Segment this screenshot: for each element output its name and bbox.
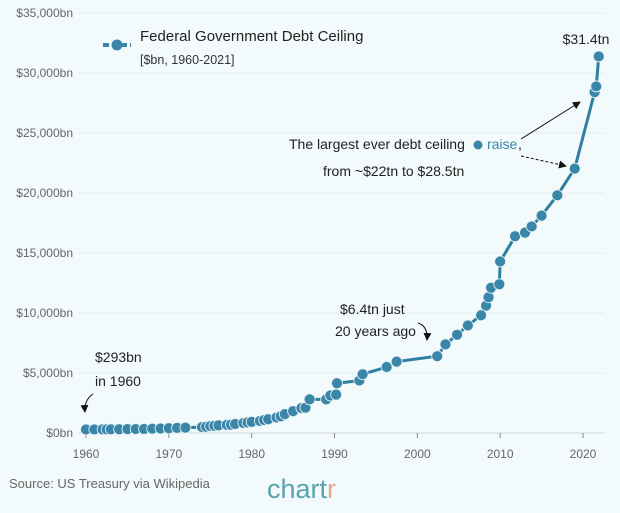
start-annotation-line2: in 1960 bbox=[95, 373, 141, 389]
data-point bbox=[303, 393, 316, 406]
x-tick-label: 1960 bbox=[73, 447, 100, 461]
legend: Federal Government Debt Ceiling [$bn, 19… bbox=[103, 28, 363, 67]
raise-arrow-solid-icon bbox=[520, 101, 581, 140]
x-tick-label: 2010 bbox=[487, 447, 514, 461]
x-tick-label: 1980 bbox=[238, 447, 265, 461]
data-point bbox=[431, 350, 444, 363]
series-points bbox=[80, 50, 605, 436]
data-point bbox=[509, 230, 521, 243]
y-tick-label: $25,000bn bbox=[16, 126, 73, 140]
data-point bbox=[551, 189, 564, 202]
chart-title: Federal Government Debt Ceiling bbox=[140, 28, 363, 45]
data-point bbox=[592, 50, 605, 63]
data-point bbox=[568, 162, 581, 175]
y-tick-label: $5,000bn bbox=[23, 366, 73, 380]
data-point bbox=[380, 361, 393, 373]
raise-comma: , bbox=[518, 136, 522, 152]
y-tick-label: $0bn bbox=[46, 426, 73, 440]
data-point bbox=[475, 309, 488, 322]
data-point bbox=[590, 80, 603, 93]
series-line bbox=[85, 56, 601, 431]
data-point bbox=[439, 338, 452, 351]
y-tick-label: $30,000bn bbox=[16, 66, 73, 80]
data-point bbox=[356, 368, 369, 381]
y-tick-label: $20,000bn bbox=[16, 186, 73, 200]
data-point bbox=[451, 328, 463, 341]
y-tick-label: $35,000bn bbox=[16, 6, 73, 20]
end-value-label: $31.4tn bbox=[563, 31, 610, 47]
data-point bbox=[331, 377, 343, 390]
x-tick-label: 2000 bbox=[404, 447, 431, 461]
gridlines bbox=[78, 12, 605, 434]
y-tick-label: $15,000bn bbox=[16, 246, 73, 260]
raise-dot-icon bbox=[473, 140, 483, 150]
data-point bbox=[493, 278, 506, 291]
chartr-logo: chartr bbox=[267, 474, 336, 504]
data-point bbox=[179, 421, 192, 434]
raise-arrow-dashed-icon bbox=[520, 155, 567, 169]
x-tick-label: 1990 bbox=[321, 447, 348, 461]
data-point bbox=[461, 319, 474, 332]
x-tick-label: 1970 bbox=[155, 447, 182, 461]
mid-annotation-line2: 20 years ago bbox=[335, 323, 416, 339]
data-point bbox=[525, 220, 538, 233]
raise-word: raise bbox=[487, 136, 518, 152]
x-tick-label: 2020 bbox=[570, 447, 597, 461]
data-point bbox=[390, 355, 403, 368]
source-note: Source: US Treasury via Wikipedia bbox=[9, 476, 211, 491]
start-annotation-line1: $293bn bbox=[95, 349, 142, 365]
raise-annotation-line1: The largest ever debt ceiling bbox=[289, 136, 465, 152]
y-axis: $0bn $5,000bn $10,000bn $15,000bn $20,000bn $… bbox=[16, 6, 73, 440]
data-point bbox=[535, 209, 548, 222]
x-axis: 1960 1970 1980 1990 2000 2010 2020 bbox=[73, 433, 597, 461]
data-point bbox=[330, 388, 343, 401]
mid-annotation-line1: $6.4tn just bbox=[340, 301, 405, 317]
chart-subtitle: [$bn, 1960-2021] bbox=[140, 53, 235, 67]
y-tick-label: $10,000bn bbox=[16, 306, 73, 320]
mid-arrow-icon bbox=[417, 322, 432, 341]
raise-annotation-line2: from ~$22tn to $28.5tn bbox=[323, 163, 464, 179]
start-arrow-icon bbox=[80, 393, 94, 413]
data-point bbox=[494, 255, 507, 268]
legend-dot-icon bbox=[111, 39, 123, 51]
